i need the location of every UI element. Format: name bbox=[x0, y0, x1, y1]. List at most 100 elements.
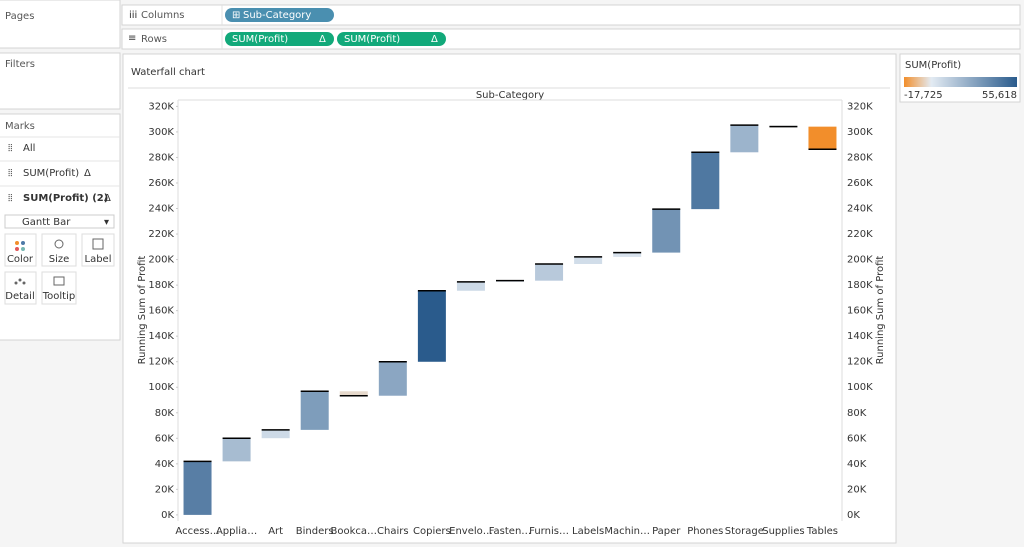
bar bbox=[183, 461, 212, 515]
y2-tick-label: 180K bbox=[847, 280, 873, 291]
y-tick-label: 0K bbox=[161, 510, 174, 521]
y2-tick-label: 280K bbox=[847, 152, 873, 163]
x-tick-label: Phones bbox=[687, 526, 723, 537]
x-tick-label: Access… bbox=[175, 526, 219, 537]
rows-pill-text: SUM(Profit) bbox=[232, 34, 288, 45]
x-tick-label: Storage bbox=[725, 526, 764, 537]
bar bbox=[417, 290, 446, 362]
y-tick-label: 220K bbox=[148, 229, 174, 240]
x-tick-label: Envelo… bbox=[449, 526, 493, 537]
button[interactable] bbox=[4, 233, 37, 267]
bar bbox=[222, 438, 251, 462]
rows-pill-text: SUM(Profit) bbox=[344, 34, 400, 45]
columns-pill[interactable] bbox=[225, 8, 334, 22]
y-tick-label: 40K bbox=[155, 459, 175, 470]
button[interactable] bbox=[41, 233, 77, 267]
y-tick-label: 120K bbox=[148, 357, 174, 368]
y2-tick-label: 60K bbox=[847, 433, 867, 444]
x-tick-label: Paper bbox=[652, 526, 681, 537]
bar bbox=[339, 391, 368, 396]
icon bbox=[14, 281, 18, 285]
y2-tick-label: 260K bbox=[847, 178, 873, 189]
y2-tick-label: 300K bbox=[847, 127, 873, 138]
bar bbox=[574, 256, 603, 265]
shelf-icon: ≡ bbox=[128, 33, 136, 44]
dropdown-arrow: ▾ bbox=[104, 217, 109, 228]
marks-item[interactable]: SUM(Profit) (2) bbox=[23, 193, 108, 204]
y-tick-label: 100K bbox=[148, 382, 174, 393]
y2-tick-label: 160K bbox=[847, 306, 873, 317]
x-tick-label: Furnis… bbox=[529, 526, 569, 537]
y2-tick-label: 320K bbox=[847, 101, 873, 112]
filters-title: Filters bbox=[5, 59, 35, 70]
button-label: Label bbox=[85, 254, 112, 265]
marks-item[interactable]: SUM(Profit) bbox=[23, 168, 79, 179]
x-tick-label: Supplies bbox=[762, 526, 804, 537]
bar bbox=[300, 391, 329, 430]
mark-icon: ⦙⦙ bbox=[8, 168, 12, 179]
button-label: Detail bbox=[5, 291, 34, 302]
bar bbox=[613, 252, 642, 257]
y-tick-label: 260K bbox=[148, 178, 174, 189]
icon bbox=[18, 278, 22, 282]
y-tick-label: 320K bbox=[148, 101, 174, 112]
y-tick-label: 200K bbox=[148, 255, 174, 266]
columns-label: Columns bbox=[141, 10, 185, 21]
mark-buttons: Color Size Label Detail Tooltip bbox=[4, 233, 115, 305]
icon bbox=[92, 238, 104, 250]
legend-title: SUM(Profit) bbox=[905, 60, 961, 71]
x-tick-label: Labels bbox=[572, 526, 604, 537]
y2-tick-label: 140K bbox=[847, 331, 873, 342]
x-tick-label: Tables bbox=[806, 526, 838, 537]
y2-tick-label: 240K bbox=[847, 204, 873, 215]
bar bbox=[535, 264, 564, 281]
y2-tick-label: 20K bbox=[847, 484, 867, 495]
button[interactable] bbox=[4, 271, 37, 305]
y2-tick-label: 0K bbox=[847, 510, 860, 521]
rows-pill[interactable] bbox=[225, 32, 334, 46]
x-tick-label: Machin… bbox=[604, 526, 650, 537]
y2-axis-title: Running Sum of Profit bbox=[875, 256, 886, 365]
y-tick-label: 240K bbox=[148, 204, 174, 215]
mark-type-dropdown[interactable] bbox=[4, 214, 115, 229]
icon bbox=[15, 241, 19, 245]
bar bbox=[691, 152, 720, 210]
y2-tick-label: 80K bbox=[847, 408, 867, 419]
y-tick-label: 80K bbox=[155, 408, 175, 419]
y-tick-label: 140K bbox=[148, 331, 174, 342]
y2-tick-label: 200K bbox=[847, 255, 873, 266]
rows-pill[interactable] bbox=[337, 32, 446, 46]
mark-icon: ⦙⦙ bbox=[8, 193, 12, 204]
bar bbox=[769, 125, 798, 127]
y2-tick-label: 220K bbox=[847, 229, 873, 240]
column-header: Sub-Category bbox=[476, 90, 544, 101]
icon bbox=[22, 281, 26, 285]
y-tick-label: 20K bbox=[155, 484, 175, 495]
icon bbox=[54, 239, 64, 249]
pill-icon: ⊞ bbox=[232, 10, 240, 21]
mark-icon: ⦙⦙ bbox=[8, 143, 12, 154]
bar bbox=[261, 429, 290, 439]
marks-item[interactable]: All bbox=[23, 143, 35, 154]
y-tick-label: 60K bbox=[155, 433, 175, 444]
button-label: Tooltip bbox=[42, 291, 75, 302]
mark-type: Gantt Bar bbox=[22, 217, 71, 228]
worksheet bbox=[122, 53, 897, 544]
columns-pill-text: Sub-Category bbox=[243, 10, 311, 21]
legend-ramp bbox=[904, 77, 1017, 87]
x-tick-label: Bookca… bbox=[331, 526, 378, 537]
chart-title: Waterfall chart bbox=[131, 67, 205, 78]
y-tick-label: 280K bbox=[148, 152, 174, 163]
filters-card bbox=[0, 52, 121, 110]
legend-min: -17,725 bbox=[904, 90, 943, 101]
pages-title: Pages bbox=[5, 11, 34, 22]
y2-tick-label: 120K bbox=[847, 357, 873, 368]
icon bbox=[21, 241, 25, 245]
shelf-icon: iii bbox=[129, 10, 137, 21]
x-tick-label: Fasten… bbox=[489, 526, 532, 537]
pages-card bbox=[0, 0, 121, 49]
icon bbox=[21, 247, 25, 251]
marks-title: Marks bbox=[5, 121, 35, 132]
y-tick-label: 160K bbox=[148, 306, 174, 317]
